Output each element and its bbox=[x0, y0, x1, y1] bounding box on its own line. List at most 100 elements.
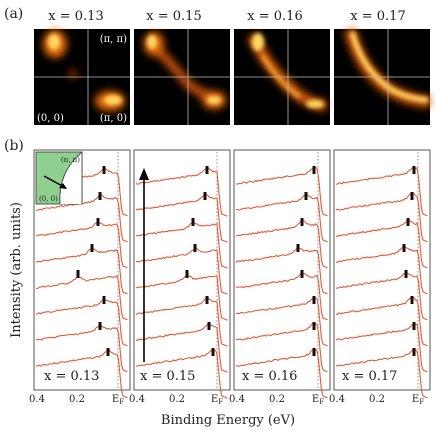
edc-curve bbox=[135, 221, 228, 269]
edc-curve bbox=[335, 246, 428, 295]
x-tick-label: 0.2 bbox=[369, 394, 385, 405]
peak-marker bbox=[312, 296, 316, 304]
edc-panel-label: x = 0.13 bbox=[44, 369, 99, 384]
edc-panel-label: x = 0.17 bbox=[342, 369, 397, 384]
edc-curve bbox=[335, 297, 428, 347]
fermi-map-1: (π, π) (0, 0) (π, 0) bbox=[34, 29, 130, 125]
peak-marker bbox=[205, 296, 209, 304]
peak-marker bbox=[203, 192, 207, 200]
map-title: x = 0.17 bbox=[350, 9, 405, 24]
peak-marker bbox=[193, 244, 197, 252]
peak-marker bbox=[312, 348, 316, 356]
edc-frame-2 bbox=[133, 149, 231, 391]
x-tick-label: 0.4 bbox=[129, 394, 145, 405]
edc-curve bbox=[135, 247, 228, 295]
peak-marker bbox=[185, 270, 189, 278]
edc-curve bbox=[35, 324, 128, 373]
edc-curve bbox=[135, 297, 228, 347]
edc-curve bbox=[335, 166, 428, 217]
edc-curve bbox=[235, 220, 328, 269]
peak-marker bbox=[205, 166, 209, 174]
edc-curve bbox=[235, 194, 328, 243]
peak-marker bbox=[412, 166, 416, 174]
panel-a-label: (a) bbox=[4, 6, 23, 22]
peak-marker bbox=[102, 296, 106, 304]
fermi-map-4 bbox=[334, 28, 431, 125]
edc-panel-label: x = 0.16 bbox=[242, 369, 297, 384]
corner-label-pi-pi: (π, π) bbox=[100, 34, 127, 45]
edc-curve bbox=[335, 192, 428, 243]
edc-curve bbox=[135, 167, 228, 217]
corner-label-origin: (0, 0) bbox=[37, 113, 64, 124]
edc-curve bbox=[35, 247, 128, 295]
peak-marker bbox=[300, 270, 304, 278]
peak-marker bbox=[404, 270, 408, 278]
x-tick-label: 0.2 bbox=[169, 394, 185, 405]
peak-marker bbox=[410, 192, 414, 200]
edc-curve bbox=[235, 296, 328, 347]
fermi-map-2 bbox=[134, 29, 230, 125]
peak-marker bbox=[102, 166, 106, 174]
peak-marker bbox=[406, 218, 410, 226]
edc-frame-1 bbox=[33, 149, 131, 391]
scan-direction-arrow bbox=[139, 168, 149, 362]
peak-marker bbox=[410, 296, 414, 304]
map-title: x = 0.16 bbox=[247, 9, 302, 24]
edc-curve bbox=[236, 273, 328, 321]
edc-panel-label: x = 0.15 bbox=[140, 369, 195, 384]
x-tick-label: 0.4 bbox=[329, 394, 345, 405]
peak-marker bbox=[304, 192, 308, 200]
peak-marker bbox=[98, 192, 102, 200]
edc-curve bbox=[235, 166, 328, 217]
x-tick-label: 0.2 bbox=[269, 394, 285, 405]
x-axis-label: Binding Energy (eV) bbox=[161, 413, 295, 428]
peak-marker bbox=[402, 244, 406, 252]
panel-b-label: (b) bbox=[4, 138, 24, 154]
edc-curve bbox=[36, 275, 128, 321]
edc-curve bbox=[35, 221, 128, 269]
edc-panel-frames bbox=[33, 149, 431, 391]
peak-marker bbox=[211, 348, 215, 356]
edc-curve bbox=[335, 219, 428, 269]
x-tick-label: 0.4 bbox=[29, 394, 45, 405]
peak-marker bbox=[412, 322, 416, 330]
edc-curve bbox=[35, 349, 128, 399]
peak-marker bbox=[300, 218, 304, 226]
fermi-map-3 bbox=[234, 29, 330, 125]
y-axis-label: Intensity (arb. units) bbox=[9, 202, 24, 338]
peak-marker bbox=[312, 166, 316, 174]
map-title: x = 0.15 bbox=[146, 9, 201, 24]
edc-curve bbox=[235, 322, 328, 373]
peak-marker bbox=[96, 218, 100, 226]
peak-marker bbox=[90, 244, 94, 252]
corner-label-pi-0: (π, 0) bbox=[100, 113, 127, 124]
peak-marker bbox=[312, 322, 316, 330]
edc-curve bbox=[335, 272, 428, 321]
edc-frame-3 bbox=[233, 149, 331, 391]
edc-curve bbox=[136, 323, 228, 373]
inset-label-origin: (0, 0) bbox=[39, 195, 58, 203]
peak-marker bbox=[207, 322, 211, 330]
edc-curves bbox=[35, 166, 428, 399]
edc-curve bbox=[235, 348, 328, 399]
peak-marker bbox=[106, 348, 110, 356]
x-tick-label: 0.2 bbox=[69, 394, 85, 405]
peak-marker bbox=[98, 322, 102, 330]
inset-label-pi-pi: (π, π) bbox=[61, 156, 80, 164]
map-title: x = 0.13 bbox=[48, 9, 103, 24]
peak-marker bbox=[296, 244, 300, 252]
peak-marker bbox=[76, 270, 80, 278]
edc-curve bbox=[335, 348, 428, 399]
edc-curve bbox=[135, 193, 228, 243]
edc-curve bbox=[35, 298, 128, 347]
k-path-inset: (π, π) (0, 0) bbox=[35, 151, 83, 205]
edc-curve bbox=[135, 274, 228, 321]
x-tick-label: 0.4 bbox=[229, 394, 245, 405]
edc-frame-4 bbox=[333, 149, 431, 391]
edc-curve bbox=[335, 323, 428, 373]
peak-marker bbox=[412, 348, 416, 356]
edc-curve bbox=[235, 246, 328, 295]
peak-marker bbox=[191, 218, 195, 226]
edc-markers bbox=[76, 166, 416, 356]
